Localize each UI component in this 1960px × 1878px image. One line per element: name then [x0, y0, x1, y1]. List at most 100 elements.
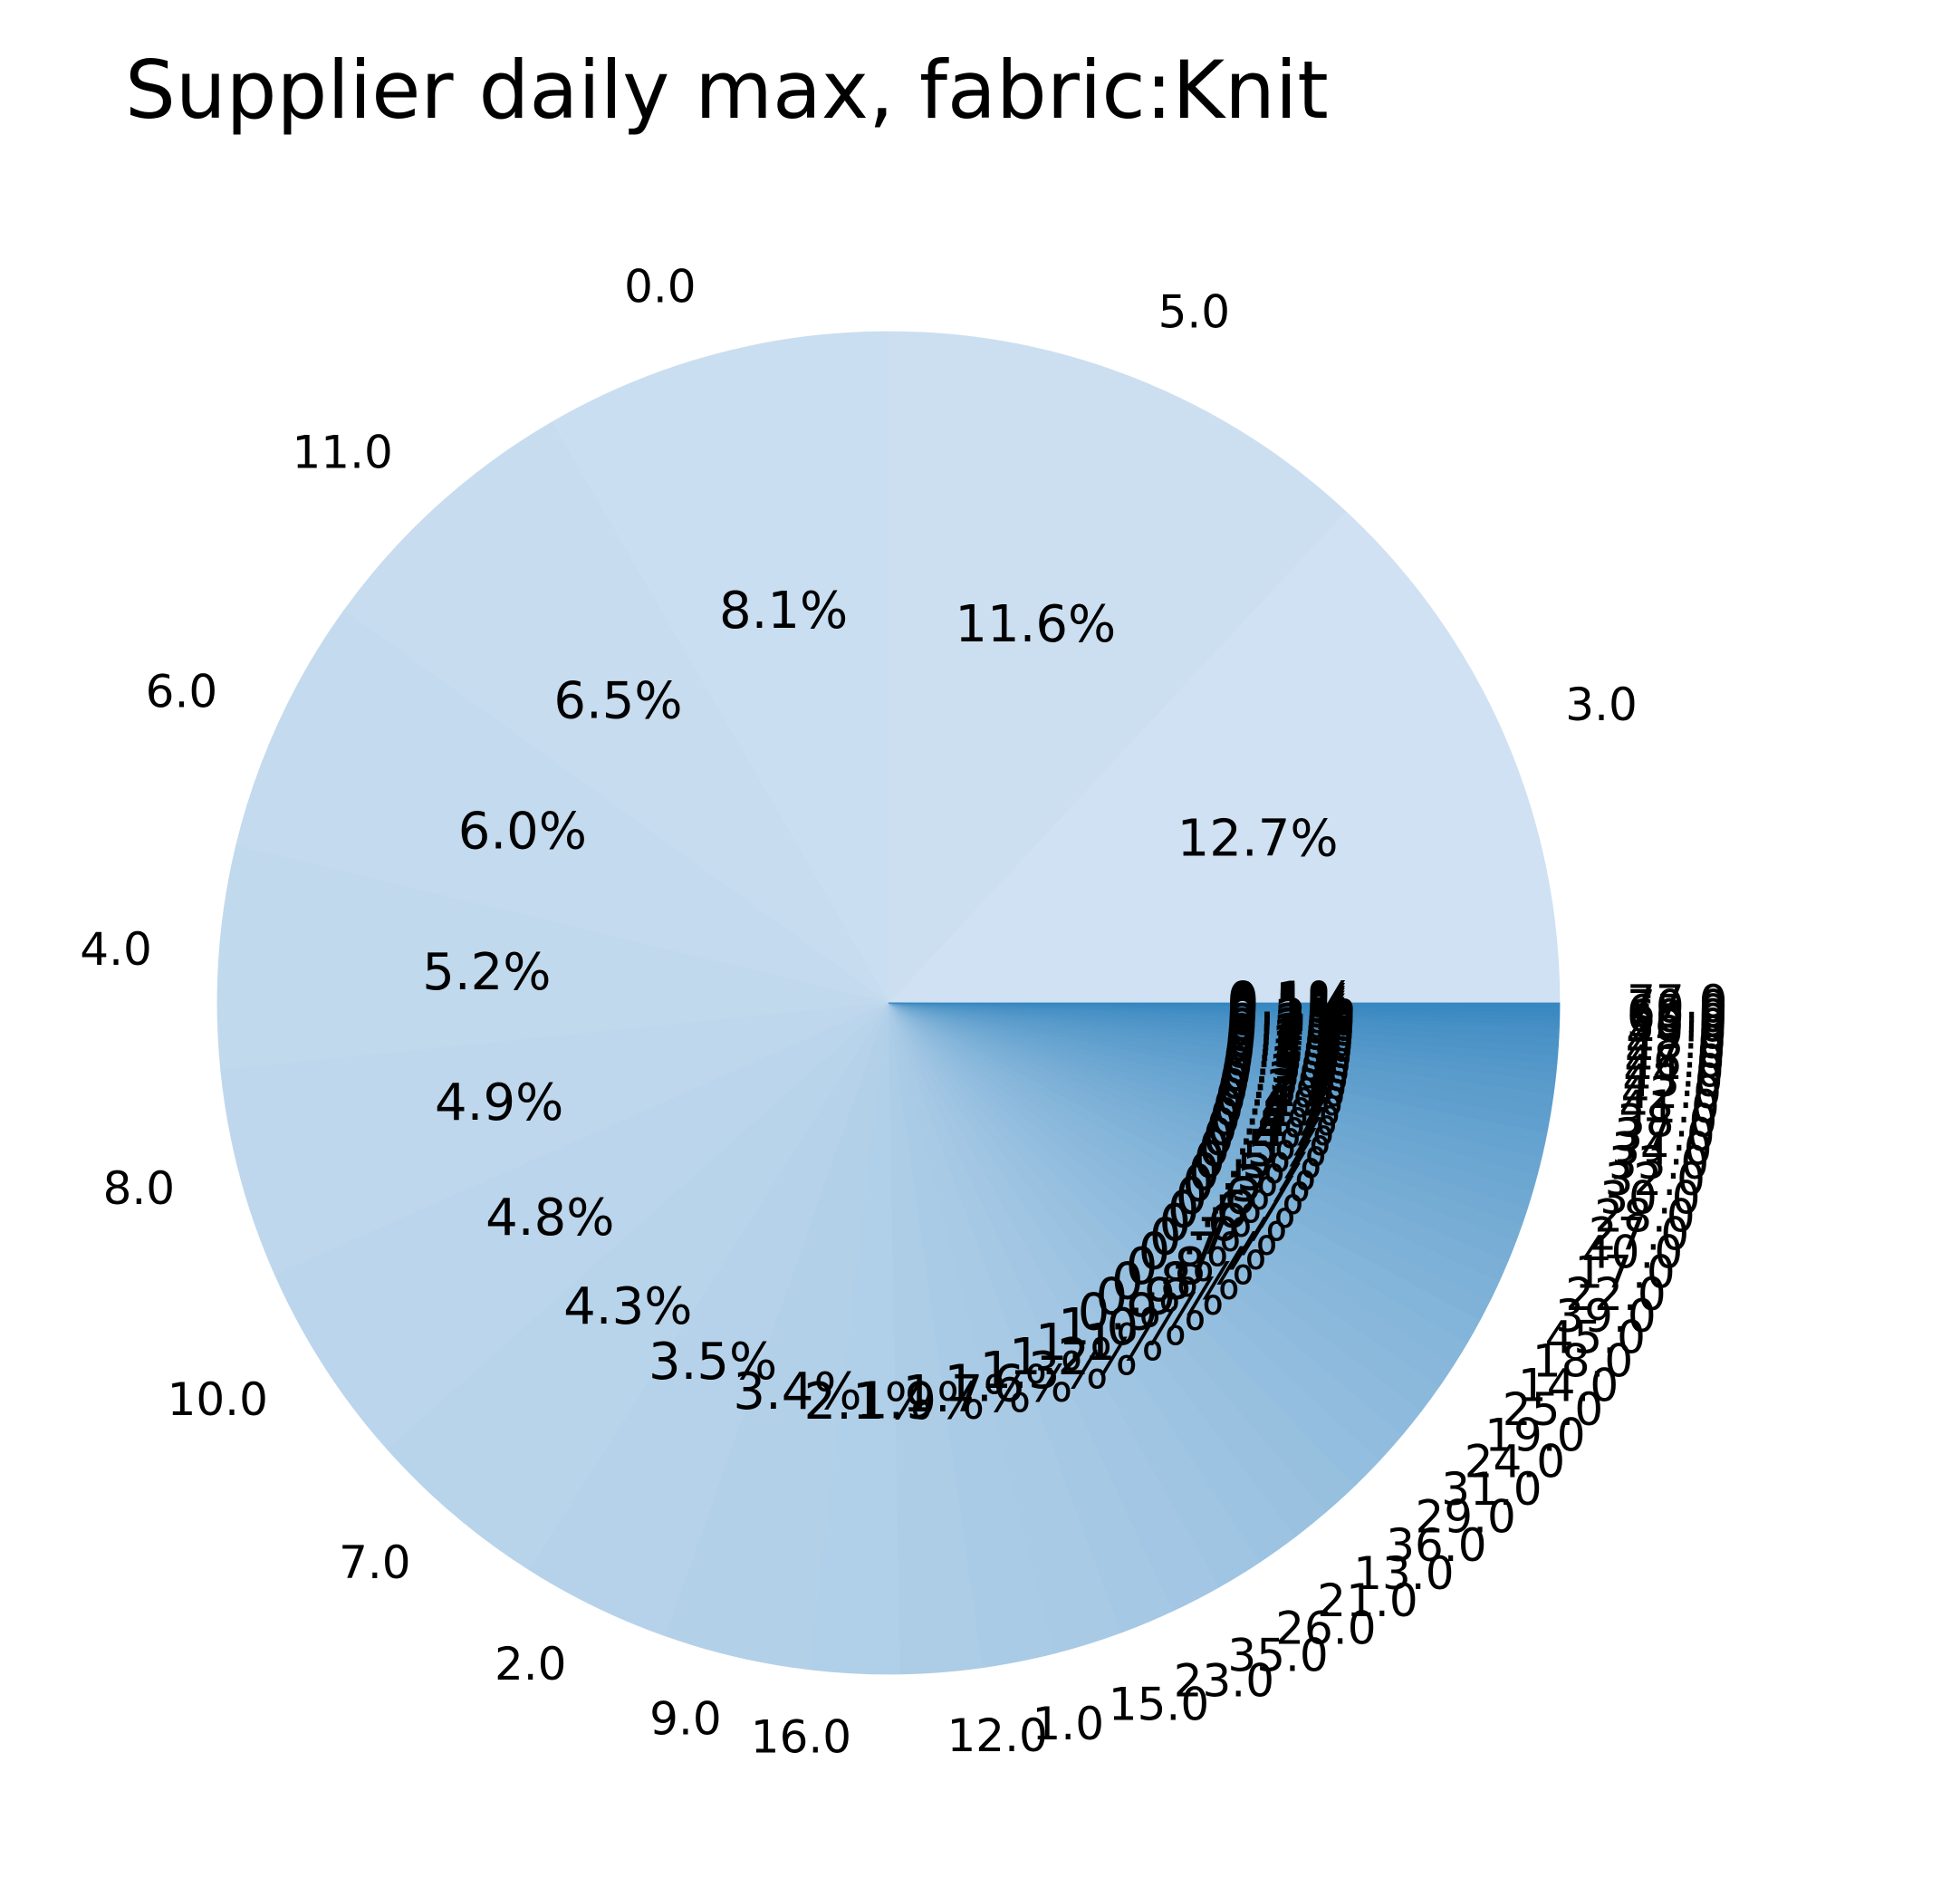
- slice-percent-label: 0.3%: [1216, 1060, 1345, 1119]
- slice-percent-label: 0.3%: [1218, 1052, 1347, 1111]
- slice-percent-label: 0.3%: [1221, 1036, 1350, 1095]
- slice-category-label: 6.0: [146, 666, 218, 718]
- slice-percent-label: 0.8%: [1111, 1253, 1240, 1312]
- pie-slice: [220, 1002, 889, 1276]
- slice-category-label: 65.0: [1627, 986, 1727, 1038]
- slice-percent-label: 0.7%: [1149, 1208, 1278, 1266]
- slice-percent-label: 0.5%: [1187, 1143, 1316, 1202]
- slice-category-label: 35.0: [1227, 1630, 1328, 1682]
- slice-category-label: 14.0: [1518, 1360, 1619, 1412]
- slice-category-label: 22.0: [1565, 1268, 1666, 1321]
- slice-percent-label: 3.5%: [649, 1333, 777, 1392]
- slice-percent-label: 0.3%: [1224, 1021, 1352, 1080]
- pie-slice: [216, 845, 889, 1071]
- slice-percent-label: 4.3%: [563, 1277, 692, 1336]
- pie-slice: [551, 331, 889, 1005]
- slice-category-label: 28.0: [1594, 1190, 1695, 1243]
- slice-category-label: 49.0: [1626, 1006, 1726, 1059]
- slice-category-label: 50.0: [1627, 1000, 1727, 1053]
- chart-title: Supplier daily max, fabric:Knit: [125, 43, 1329, 137]
- slice-percent-label: 0.4%: [1212, 1078, 1340, 1137]
- slice-category-label: 13.0: [1353, 1547, 1454, 1600]
- category-labels: 3.0 5.0 0.0 11.0 6.0 4.0 8.0 10.0 7.0 2.0 9.0 16.0 1…: [80, 261, 1727, 1764]
- slice-category-label: 12.0: [947, 1709, 1048, 1762]
- slice-category-label: 24.0: [1465, 1436, 1565, 1488]
- pie-slice: [387, 1002, 889, 1571]
- slice-category-label: 16.0: [751, 1711, 851, 1764]
- slice-percent-label: 1.7%: [902, 1365, 1031, 1424]
- slice-category-label: 42.0: [1621, 1066, 1722, 1119]
- slice-category-label: 18.0: [1532, 1334, 1633, 1387]
- slice-category-label: 15.0: [1109, 1679, 1209, 1731]
- slice-category-label: 55.0: [1627, 995, 1727, 1047]
- slice-percent-label: 0.1%: [1226, 985, 1355, 1044]
- slice-category-label: 47.0: [1625, 1026, 1725, 1079]
- slice-category-label: 46.0: [1624, 1035, 1725, 1088]
- slice-percent-label: 0.1%: [1226, 982, 1355, 1041]
- slice-category-label: 8.0: [103, 1162, 176, 1215]
- slice-category-label: 77.0: [1627, 976, 1727, 1028]
- slice-category-label: 21.0: [1317, 1575, 1417, 1627]
- slice-percent-label: 0.5%: [1193, 1132, 1321, 1190]
- slice-percent-label: 0.3%: [1220, 1045, 1349, 1103]
- pie-slice: [888, 510, 1561, 1004]
- slice-category-label: 29.0: [1416, 1491, 1516, 1544]
- slice-percent-label: 6.0%: [458, 803, 587, 862]
- slice-category-label: 40.0: [1582, 1227, 1683, 1279]
- slice-category-label: 30.0: [1600, 1171, 1700, 1224]
- slice-percent-label: 11.6%: [955, 595, 1116, 654]
- slice-percent-label: 0.9%: [1095, 1268, 1224, 1327]
- slice-percent-label: 3.4%: [733, 1363, 861, 1421]
- slice-category-label: 4.0: [80, 923, 152, 976]
- slice-category-label: 25.0: [1503, 1383, 1603, 1436]
- slice-category-label: 33.0: [1609, 1137, 1709, 1189]
- slice-percent-label: 0.2%: [1225, 999, 1354, 1058]
- slice-percent-label: 5.2%: [422, 943, 551, 1002]
- slice-percent-label: 1.6%: [944, 1355, 1072, 1414]
- slice-category-label: 26.0: [1275, 1603, 1376, 1655]
- pie-slice: [235, 610, 889, 1004]
- slice-percent-label: 0.6%: [1167, 1181, 1296, 1240]
- slice-category-label: 2.0: [495, 1638, 567, 1690]
- pie-slice: [888, 1002, 1561, 1008]
- slice-percent-label: 1.9%: [856, 1372, 985, 1430]
- slice-percent-label: 0.3%: [1223, 1029, 1351, 1088]
- slice-category-label: 43.0: [1622, 1055, 1723, 1107]
- slice-category-label: 48.0: [1626, 1016, 1726, 1069]
- slice-percent-label: 0.2%: [1226, 994, 1355, 1053]
- slice-category-label: 19.0: [1484, 1409, 1585, 1461]
- slice-percent-label: 0.6%: [1159, 1194, 1288, 1253]
- slice-category-label: 27.0: [1589, 1209, 1689, 1261]
- slice-category-label: 3.0: [1565, 679, 1638, 731]
- pie-slices: [216, 331, 1561, 1675]
- slice-percent-label: 0.1%: [1226, 979, 1355, 1038]
- slice-category-label: 10.0: [168, 1373, 268, 1426]
- slice-percent-label: 0.4%: [1206, 1099, 1334, 1158]
- slice-percent-label: 1.1%: [1035, 1314, 1164, 1372]
- slice-category-label: 60.0: [1627, 990, 1727, 1043]
- slice-percent-label: 2.1%: [804, 1372, 933, 1431]
- slice-category-label: 38.0: [1617, 1094, 1717, 1147]
- slice-category-label: 5.0: [1158, 286, 1231, 339]
- slice-percent-label: 4.8%: [485, 1189, 614, 1247]
- pie-slice: [274, 1002, 889, 1450]
- slice-percent-label: 8.1%: [719, 582, 848, 640]
- slice-percent-label: 0.7%: [1139, 1222, 1267, 1281]
- slice-category-label: 9.0: [649, 1693, 722, 1746]
- slice-percent-label: 1.0%: [1058, 1298, 1187, 1357]
- slice-category-label: 0.0: [624, 261, 697, 313]
- slice-percent-label: 0.1%: [1226, 974, 1355, 1033]
- slice-percent-label: 6.5%: [553, 672, 682, 731]
- slice-percent-label: 0.9%: [1078, 1284, 1206, 1343]
- slice-category-label: 45.0: [1545, 1312, 1646, 1364]
- slice-percent-label: 12.7%: [1177, 810, 1339, 869]
- slice-category-label: 7.0: [339, 1536, 411, 1589]
- slice-category-label: 17.0: [1574, 1247, 1675, 1299]
- slice-percent-label: 0.2%: [1225, 1009, 1353, 1068]
- pie-slice: [343, 421, 889, 1004]
- slice-category-label: 70.0: [1627, 980, 1727, 1033]
- slice-category-label: 1.0: [1033, 1698, 1105, 1750]
- slice-percent-label: 4.9%: [435, 1074, 563, 1132]
- slice-percent-label: 0.5%: [1198, 1119, 1327, 1178]
